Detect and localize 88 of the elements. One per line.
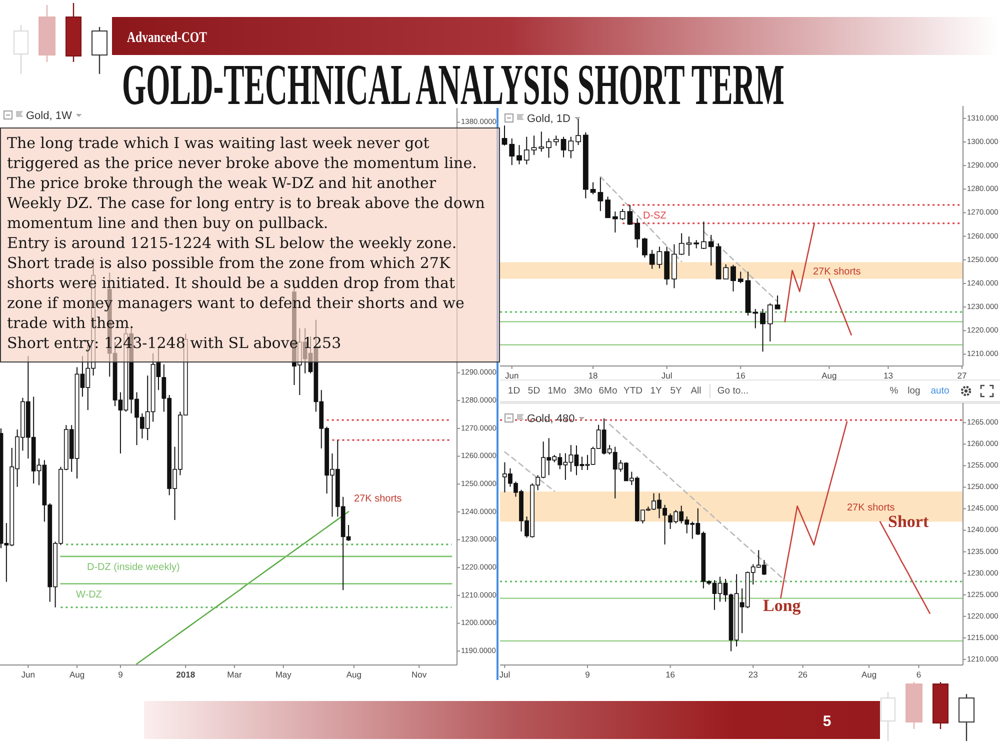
candlestick (516, 144, 522, 165)
text: All (690, 386, 702, 397)
series-label: W-DZ (76, 589, 102, 600)
text: 5D (528, 386, 540, 397)
text: 6Mo (598, 386, 618, 397)
candlestick (553, 135, 559, 146)
text: Advanced-COT (127, 28, 207, 46)
candlestick (723, 264, 729, 280)
x-tick-label: Aug (861, 669, 877, 680)
x-tick-label: 2018 (176, 669, 196, 680)
line-series (608, 424, 787, 582)
text: 5Y (670, 386, 682, 397)
candlestick (538, 131, 544, 152)
text: Gold, 480 (527, 413, 575, 425)
band-label: 27K shorts (847, 502, 895, 514)
candlestick (598, 177, 604, 212)
text: 1Y (650, 386, 662, 397)
series-label: D-SZ (643, 210, 666, 222)
text: 1D (508, 386, 520, 397)
candlestick (568, 136, 574, 159)
x-tick-label: 16 (666, 669, 676, 680)
candlestick (612, 211, 618, 234)
candlestick (656, 246, 662, 269)
line-series (504, 451, 556, 492)
line-series (600, 176, 682, 262)
candlestick (590, 182, 596, 195)
text: Gold, 1D (527, 113, 570, 125)
candlestick (738, 271, 744, 284)
annotation: Long (763, 596, 802, 615)
series-label: D-DZ (inside weekly) (87, 562, 180, 574)
line-series (784, 222, 816, 322)
text: 1Mo (548, 386, 566, 397)
x-tick-label: 26 (798, 669, 808, 680)
text: 5 (822, 713, 832, 730)
x-tick-label: Jun (505, 370, 519, 380)
candlestick (649, 249, 655, 270)
x-tick-label: 9 (585, 669, 590, 680)
candlestick (774, 294, 780, 310)
x-tick-label: 6 (916, 669, 922, 680)
candlestick (730, 264, 736, 292)
x-tick-label: Nov (412, 669, 428, 680)
annotation: Entry is around 1215-1224 with SL below the weekly zone. (7, 234, 457, 252)
text: YTD (624, 386, 643, 397)
x-tick-label: 13 (883, 370, 894, 380)
candlestick (560, 136, 566, 158)
x-tick-label: 9 (118, 669, 124, 680)
x-tick-label: Aug (69, 669, 85, 680)
text: log (908, 386, 920, 397)
x-tick-label: Mar (227, 669, 242, 680)
candlestick (531, 135, 537, 156)
chart-title: Gold, 1W (26, 110, 72, 122)
line-series (703, 230, 778, 302)
candlestick (767, 302, 773, 342)
annotation: The long trade which I was waiting last week never got triggered as the price never broke above the momentum line. The price broke through the weak W-DZ and hit another Weekly DZ. The case for long entry is to break above the down momentum line and then buy on pullback. (7, 134, 486, 232)
x-tick-label: Aug (822, 370, 838, 380)
x-tick-label: 18 (588, 370, 598, 380)
annotation: Short trade is also possible from the zone from which 27K shorts were initiated. It should be a sudden drop from that zone if money managers want to defend their shorts and we trade with them. (7, 254, 464, 332)
x-tick-label: Jul (499, 669, 510, 680)
x-tick-label: 16 (736, 370, 746, 380)
candlestick (502, 124, 508, 146)
candlestick (701, 221, 706, 250)
x-tick-label: May (275, 669, 292, 680)
text: % (890, 386, 899, 397)
candlestick (642, 237, 648, 258)
text: Go to... (717, 386, 749, 397)
candlestick (546, 138, 552, 158)
candlestick (752, 308, 758, 329)
annotation: Short (888, 512, 929, 531)
candlestick (605, 196, 611, 218)
x-tick-label: 23 (748, 669, 758, 680)
line-series (828, 278, 852, 336)
text: 3Mo (574, 386, 592, 397)
candlestick (678, 232, 684, 256)
band-label: 27K shorts (813, 266, 861, 278)
candlestick (509, 138, 515, 166)
x-tick-label: Jul (661, 370, 672, 380)
annotation: Short entry: 1243-1248 with SL above 1253 (7, 334, 342, 352)
candlestick (524, 136, 530, 165)
text: auto (930, 386, 950, 397)
candlestick (576, 118, 581, 146)
candlestick (760, 308, 766, 352)
x-tick-label: Aug (346, 669, 362, 680)
x-tick-label: 27 (957, 370, 967, 380)
candlestick (708, 234, 714, 266)
annotation: 27K shorts (354, 494, 402, 505)
x-tick-label: Jun (21, 669, 36, 680)
line-series (780, 421, 848, 598)
candlestick (634, 218, 640, 248)
